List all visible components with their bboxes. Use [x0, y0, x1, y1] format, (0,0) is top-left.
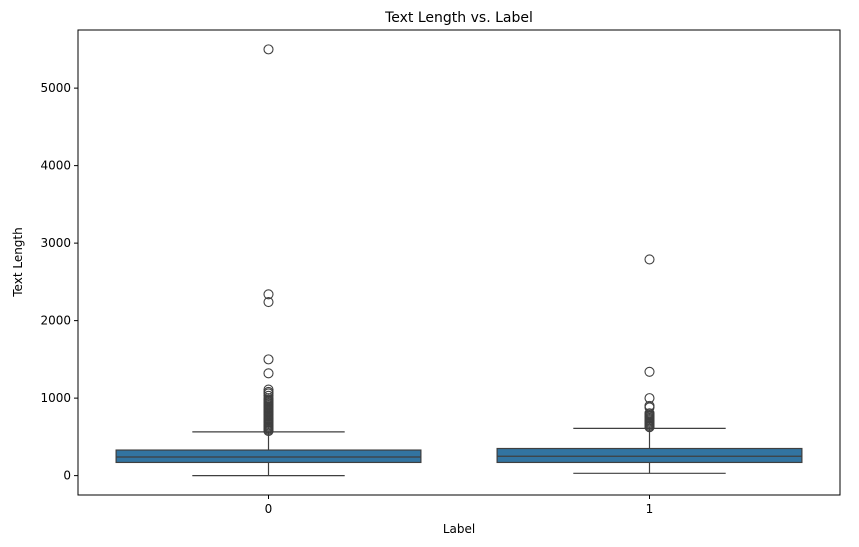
box — [115, 449, 422, 464]
y-tick-label: 4000 — [40, 159, 71, 173]
outlier-point — [644, 393, 655, 404]
outlier-point — [644, 254, 655, 265]
y-axis-label: Text Length — [11, 227, 25, 297]
outlier-point — [263, 296, 274, 308]
outlier-point — [644, 366, 655, 377]
x-axis-label: Label — [443, 522, 475, 536]
outlier-point — [263, 354, 274, 365]
x-tick-label: 0 — [265, 502, 273, 516]
outlier-point — [263, 368, 274, 379]
y-tick-label: 2000 — [40, 314, 71, 328]
y-tick-label: 1000 — [40, 391, 71, 405]
box — [496, 447, 803, 464]
y-axis: 0 1000 2000 3000 4000 5000 — [40, 81, 78, 483]
box-group-0 — [115, 44, 422, 477]
outlier-point — [263, 384, 274, 395]
outlier-point — [263, 386, 274, 397]
plot-frame — [77, 29, 841, 496]
outlier-point — [644, 408, 655, 419]
y-tick-label: 0 — [63, 469, 71, 483]
outlier-point — [644, 400, 655, 411]
plot-area — [115, 44, 803, 477]
y-tick-label: 5000 — [40, 81, 71, 95]
outlier-point — [263, 44, 274, 55]
box-group-1 — [496, 254, 803, 474]
x-tick-label: 1 — [646, 502, 654, 516]
outlier-point — [263, 289, 274, 300]
y-tick-label: 3000 — [40, 236, 71, 250]
outlier-point — [263, 390, 274, 401]
chart-title: Text Length vs. Label — [384, 10, 533, 26]
